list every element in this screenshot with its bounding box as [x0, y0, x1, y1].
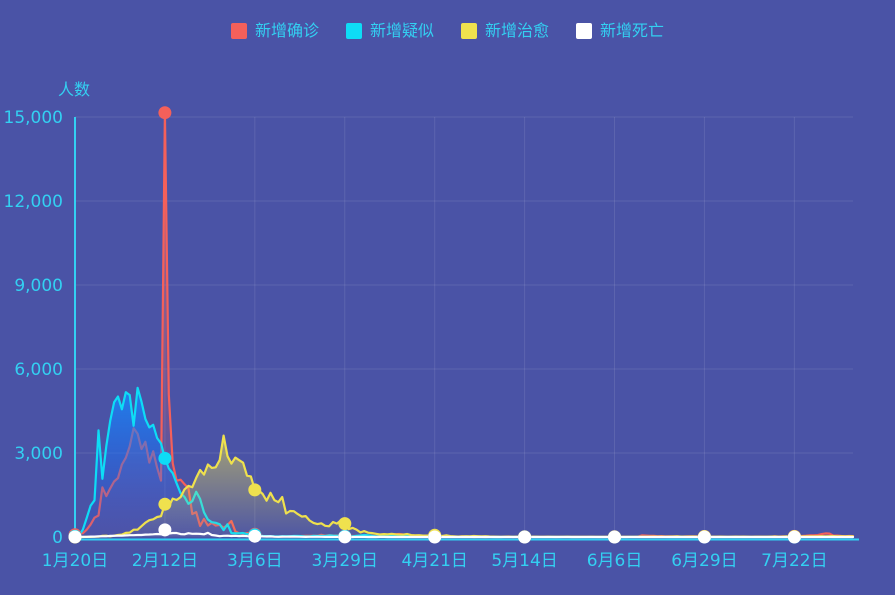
- x-tick-label: 1月20日: [42, 551, 108, 571]
- marker-deaths-3月29日[interactable]: [338, 530, 352, 544]
- legend-swatch-suspected: [345, 23, 362, 39]
- y-tick-label: 15,000: [4, 108, 63, 128]
- marker-deaths-6月29日[interactable]: [697, 530, 711, 544]
- marker-deaths-7月22日[interactable]: [787, 530, 801, 544]
- marker-recovered-2月12日[interactable]: [158, 497, 172, 511]
- legend: 新增确诊 新增疑似 新增治愈 新增死亡: [0, 22, 895, 40]
- marker-deaths-1月20日[interactable]: [68, 530, 82, 544]
- x-tick-label: 7月22日: [761, 551, 827, 571]
- y-tick-label: 3,000: [14, 444, 63, 464]
- marker-deaths-3月6日[interactable]: [248, 529, 262, 543]
- series-area-deaths: [75, 529, 853, 537]
- y-tick-label: 0: [52, 528, 63, 548]
- y-axis-title: 人数: [58, 80, 91, 99]
- marker-deaths-5月14日[interactable]: [518, 530, 532, 544]
- x-tick-label: 6月29日: [671, 551, 737, 571]
- series-area-recovered: [75, 435, 853, 537]
- y-tick-label: 12,000: [4, 192, 63, 212]
- y-tick-label: 6,000: [14, 360, 63, 380]
- y-tick-label: 9,000: [14, 276, 63, 296]
- legend-label-suspected: 新增疑似: [369, 21, 434, 40]
- x-tick-label: 3月29日: [312, 551, 378, 571]
- marker-suspected-2月12日[interactable]: [158, 451, 172, 465]
- legend-label-deaths: 新增死亡: [600, 21, 665, 40]
- x-tick-label: 4月21日: [401, 551, 467, 571]
- x-tick-label: 6月6日: [587, 551, 643, 571]
- legend-label-recovered: 新增治愈: [485, 21, 550, 40]
- x-tick-label: 3月6日: [227, 551, 283, 571]
- legend-item-confirmed[interactable]: 新增确诊: [230, 21, 319, 40]
- x-tick-label: 5月14日: [491, 551, 557, 571]
- legend-swatch-confirmed: [230, 23, 247, 39]
- legend-item-deaths[interactable]: 新增死亡: [576, 22, 664, 40]
- series-line-deaths: [73, 528, 855, 539]
- legend-swatch-recovered: [461, 23, 477, 39]
- marker-deaths-2月12日[interactable]: [158, 523, 172, 537]
- x-tick-label: 2月12日: [132, 551, 198, 571]
- series-line-confirmed: [73, 111, 855, 539]
- marker-recovered-3月6日[interactable]: [248, 483, 262, 497]
- legend-swatch-deaths: [576, 23, 593, 39]
- marker-deaths-4月21日[interactable]: [428, 530, 442, 544]
- legend-label-confirmed: 新增确诊: [254, 21, 319, 40]
- legend-item-recovered[interactable]: 新增治愈: [461, 22, 549, 40]
- marker-deaths-6月6日[interactable]: [608, 530, 621, 544]
- marker-confirmed-2月12日[interactable]: [158, 106, 172, 120]
- marker-recovered-3月29日[interactable]: [338, 517, 352, 531]
- series-area-confirmed: [75, 112, 853, 537]
- legend-item-suspected[interactable]: 新增疑似: [345, 21, 434, 40]
